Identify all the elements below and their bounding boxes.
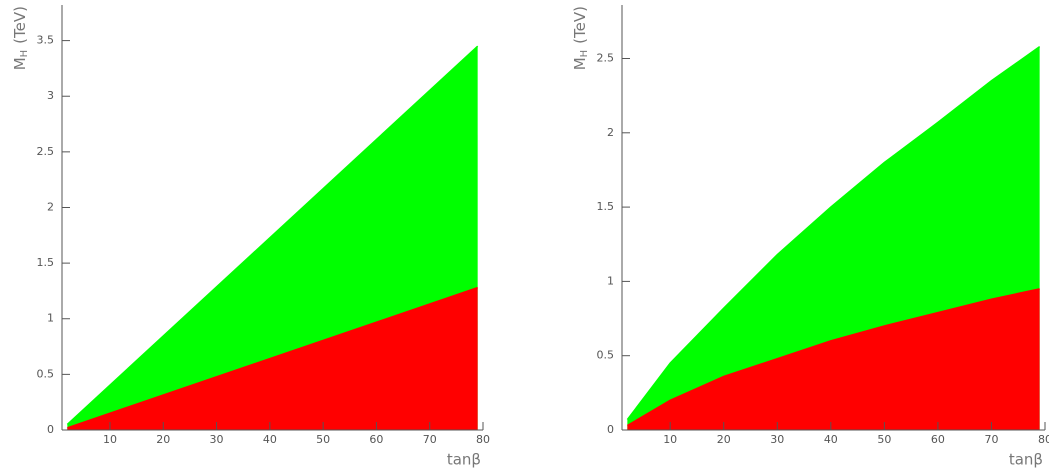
y-label-symbol: M (571, 57, 589, 70)
x-tick-label: 20 (717, 433, 731, 446)
x-tick-label: 50 (316, 433, 330, 446)
x-tick-label: 10 (663, 433, 677, 446)
y-label-subscript: H (579, 50, 590, 58)
plot (626, 45, 1041, 430)
plot (66, 45, 479, 431)
y-axis-label: MH (TeV) (11, 6, 31, 70)
y-tick-label: 1.5 (597, 200, 615, 213)
x-tick-label: 10 (103, 433, 117, 446)
x-tick-label: 80 (1038, 433, 1049, 446)
y-axis-label: MH (TeV) (571, 6, 591, 70)
y-tick-label: 1 (47, 312, 54, 325)
y-label-unit: (TeV) (11, 6, 29, 44)
y-tick-label: 0 (607, 423, 614, 436)
y-label-subscript: H (19, 50, 30, 58)
band-edge (626, 288, 1040, 427)
band-edge (626, 45, 1041, 421)
x-tick-label: 80 (476, 433, 490, 446)
x-tick-label: 40 (824, 433, 838, 446)
band-edge (66, 45, 479, 425)
band-edge (67, 286, 478, 429)
y-label-unit: (TeV) (571, 6, 589, 44)
x-axis-label: tanβ (1009, 451, 1043, 469)
y-tick-label: 0 (47, 423, 54, 436)
y-label-symbol: M (11, 57, 29, 70)
y-tick-label: 2 (607, 126, 614, 139)
y-tick-label: 1 (607, 274, 614, 287)
y-tick-label: 1.5 (37, 256, 55, 269)
y-tick-label: 0.5 (37, 367, 55, 380)
x-tick-label: 70 (423, 433, 437, 446)
x-axis-label: tanβ (447, 451, 481, 469)
x-tick-label: 20 (156, 433, 170, 446)
y-tick-label: 2.5 (37, 145, 55, 158)
band-fill (627, 288, 1040, 430)
x-tick-label: 30 (210, 433, 224, 446)
x-tick-label: 70 (984, 433, 998, 446)
y-tick-label: 3.5 (37, 34, 55, 47)
x-tick-label: 60 (369, 433, 383, 446)
y-tick-label: 3 (47, 89, 54, 102)
y-tick-label: 0.5 (597, 349, 615, 362)
x-tick-label: 60 (931, 433, 945, 446)
x-tick-label: 50 (877, 433, 891, 446)
y-tick-label: 2.5 (597, 51, 615, 64)
x-tick-label: 40 (263, 433, 277, 446)
x-tick-label: 30 (770, 433, 784, 446)
y-tick-label: 2 (47, 200, 54, 213)
